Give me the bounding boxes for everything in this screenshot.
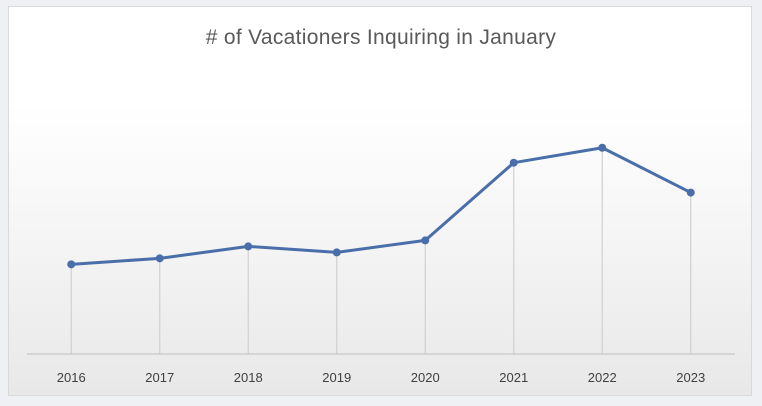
chart-container: # of Vacationers Inquiring in January 20… bbox=[8, 6, 752, 396]
x-tick-label-2022: 2022 bbox=[588, 370, 617, 385]
data-point-2016 bbox=[67, 260, 76, 269]
chart-title: # of Vacationers Inquiring in January bbox=[206, 26, 557, 49]
data-point-2019 bbox=[332, 248, 341, 257]
line-chart: # of Vacationers Inquiring in January 20… bbox=[27, 26, 735, 385]
data-point-2017 bbox=[155, 254, 164, 263]
x-tick-label-2019: 2019 bbox=[322, 370, 351, 385]
x-tick-label-2018: 2018 bbox=[234, 370, 263, 385]
x-tick-label-2017: 2017 bbox=[145, 370, 174, 385]
series-line-group bbox=[69, 146, 693, 266]
data-points bbox=[67, 143, 695, 269]
x-tick-label-2021: 2021 bbox=[499, 370, 528, 385]
data-point-2021 bbox=[509, 158, 518, 167]
series-line bbox=[69, 146, 693, 266]
data-point-2020 bbox=[421, 236, 430, 245]
data-point-2018 bbox=[244, 242, 253, 251]
drop-lines bbox=[70, 147, 692, 354]
x-tick-label-2023: 2023 bbox=[676, 370, 705, 385]
x-tick-label-2016: 2016 bbox=[57, 370, 86, 385]
x-axis-tick-labels: 2016 2017 2018 2019 2020 2021 2022 2023 bbox=[57, 370, 705, 385]
data-point-2022 bbox=[598, 143, 607, 152]
x-tick-label-2020: 2020 bbox=[411, 370, 440, 385]
data-point-2023 bbox=[686, 188, 695, 197]
